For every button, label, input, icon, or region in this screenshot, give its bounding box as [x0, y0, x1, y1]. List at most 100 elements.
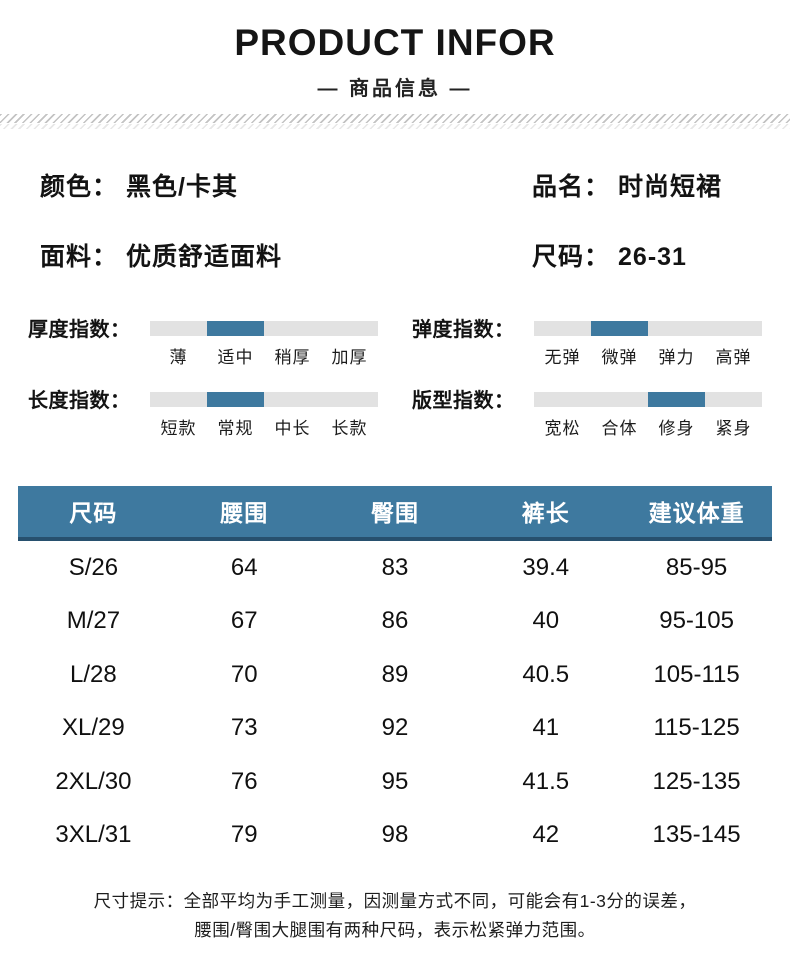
index-bar-segment: [534, 392, 591, 407]
attribute-value: 黑色/卡其: [126, 172, 238, 201]
attribute-value: 26-31: [618, 242, 687, 271]
index-bar-segment: [264, 392, 321, 407]
index-option: 长款: [331, 418, 368, 438]
attribute-label: 面料：: [40, 242, 119, 271]
index-options: 宽松 合体 修身 紧身: [534, 414, 762, 439]
size-table-header-cell: 建议体重: [648, 500, 745, 527]
size-table-cell: XL/29: [62, 714, 125, 742]
size-table-cell: 83: [381, 553, 409, 581]
size-note-line2: 腰围/臀围大腿围有两种尺码，表示松紧弹力范围。: [194, 919, 596, 940]
size-table: 尺码 腰围 臀围 裤长 建议体重 S/26 64 83 39.4 85-95 M…: [18, 485, 772, 862]
index-bar-track: [534, 391, 762, 407]
index-bar-segment: [150, 321, 207, 336]
index-section: 厚度指数： 薄 适中 稍厚 加厚 弹度指数：: [28, 320, 762, 439]
index-option: 适中: [217, 347, 254, 367]
page-subtitle: — 商品信息 —: [317, 77, 473, 100]
index-bar-track: [150, 391, 378, 407]
size-table-cell: 41: [532, 714, 560, 742]
index-elasticity: 弹度指数： 无弹 微弹 弹力 高弹: [412, 320, 762, 368]
attribute-label: 尺码：: [532, 242, 611, 271]
size-table-row: 3XL/31 79 98 42 135-145: [18, 808, 772, 862]
index-option: 中长: [274, 418, 311, 438]
index-bar-segment: [705, 321, 762, 336]
size-table-cell: 85-95: [665, 553, 728, 581]
attributes-section: 颜色： 黑色/卡其 品名： 时尚短裙 面料： 优质舒适面料 尺码： 26-31: [40, 167, 750, 273]
page-title: PRODUCT INFOR: [234, 22, 556, 63]
size-table-cell: 135-145: [652, 821, 741, 849]
index-bar-segment: [648, 321, 705, 336]
size-table-cell: 95-105: [659, 607, 734, 635]
index-option: 短款: [160, 418, 197, 438]
index-bar-segment: [591, 320, 648, 336]
index-bar-segment: [207, 391, 264, 407]
index-thickness: 厚度指数： 薄 适中 稍厚 加厚: [28, 320, 378, 368]
index-option: 紧身: [715, 418, 752, 438]
size-table-cell: 67: [230, 607, 258, 635]
size-table-cell: 39.4: [522, 553, 570, 581]
size-table-cell: 89: [381, 660, 409, 688]
size-table-cell: 64: [230, 553, 258, 581]
size-table-cell: 42: [532, 821, 560, 849]
index-bar-segment: [264, 321, 321, 336]
size-table-cell: 79: [230, 821, 258, 849]
size-table-cell: 105-115: [653, 660, 740, 688]
size-table-header-cell: 裤长: [521, 500, 570, 527]
attribute-size-range: 尺码： 26-31: [532, 237, 750, 273]
size-table-cell: 70: [230, 660, 258, 688]
size-table-cell: 2XL/30: [55, 767, 132, 795]
size-table-cell: M/27: [66, 607, 121, 635]
attribute-value: 时尚短裙: [618, 172, 723, 201]
index-bar-block: 宽松 合体 修身 紧身: [534, 391, 762, 439]
size-table-cell: 98: [381, 821, 409, 849]
size-table-row: S/26 64 83 39.4 85-95: [18, 541, 772, 595]
size-table-row: L/28 70 89 40.5 105-115: [18, 648, 772, 702]
index-option: 薄: [169, 347, 188, 367]
index-label: 长度指数：: [28, 389, 131, 412]
index-fit: 版型指数： 宽松 合体 修身 紧身: [412, 391, 762, 439]
size-table-header-cell: 臀围: [370, 500, 419, 527]
index-bar-track: [150, 320, 378, 336]
size-table-cell: 95: [381, 767, 409, 795]
index-options: 无弹 微弹 弹力 高弹: [534, 343, 762, 368]
size-table-row: 2XL/30 76 95 41.5 125-135: [18, 755, 772, 809]
attribute-value: 优质舒适面料: [126, 242, 283, 271]
index-option: 修身: [658, 418, 695, 438]
index-bar-segment: [648, 391, 705, 407]
size-table-cell: 3XL/31: [55, 821, 132, 849]
size-note-line1: 尺寸提示：全部平均为手工测量，因测量方式不同，可能会有1-3分的误差，: [93, 890, 697, 911]
size-table-cell: 76: [230, 767, 258, 795]
index-bar-block: 无弹 微弹 弹力 高弹: [534, 320, 762, 368]
index-bar-segment: [591, 392, 648, 407]
attribute-fabric: 面料： 优质舒适面料: [40, 237, 532, 273]
index-option: 稍厚: [274, 347, 311, 367]
page-header: PRODUCT INFOR — 商品信息 —: [0, 0, 790, 101]
size-note: 尺寸提示：全部平均为手工测量，因测量方式不同，可能会有1-3分的误差， 腰围/臀…: [0, 887, 790, 945]
index-bar-block: 薄 适中 稍厚 加厚: [150, 320, 378, 368]
index-option: 弹力: [658, 347, 695, 367]
index-bar-track: [534, 320, 762, 336]
index-bar-block: 短款 常规 中长 长款: [150, 391, 378, 439]
index-option: 合体: [601, 418, 638, 438]
size-table-row: XL/29 73 92 41 115-125: [18, 701, 772, 755]
index-bar-segment: [321, 392, 378, 407]
size-table-cell: 125-135: [652, 767, 741, 795]
size-table-cell: S/26: [68, 553, 119, 581]
size-table-cell: 40.5: [522, 660, 570, 688]
attribute-color: 颜色： 黑色/卡其: [40, 167, 532, 203]
hatch-divider-faint-band: [0, 123, 790, 129]
size-table-cell: 40: [532, 607, 560, 635]
size-table-header-row: 尺码 腰围 臀围 裤长 建议体重: [18, 485, 772, 541]
index-option: 无弹: [544, 347, 581, 367]
size-table-cell: L/28: [70, 660, 117, 688]
index-option: 高弹: [715, 347, 752, 367]
size-table-cell: 86: [381, 607, 409, 635]
size-table-cell: 92: [381, 714, 409, 742]
index-bar-segment: [705, 392, 762, 407]
index-bar-segment: [321, 321, 378, 336]
index-options: 短款 常规 中长 长款: [150, 414, 378, 439]
index-bar-segment: [207, 320, 264, 336]
size-table-cell: 73: [230, 714, 258, 742]
hatch-divider: [0, 113, 790, 129]
index-option: 微弹: [601, 347, 638, 367]
